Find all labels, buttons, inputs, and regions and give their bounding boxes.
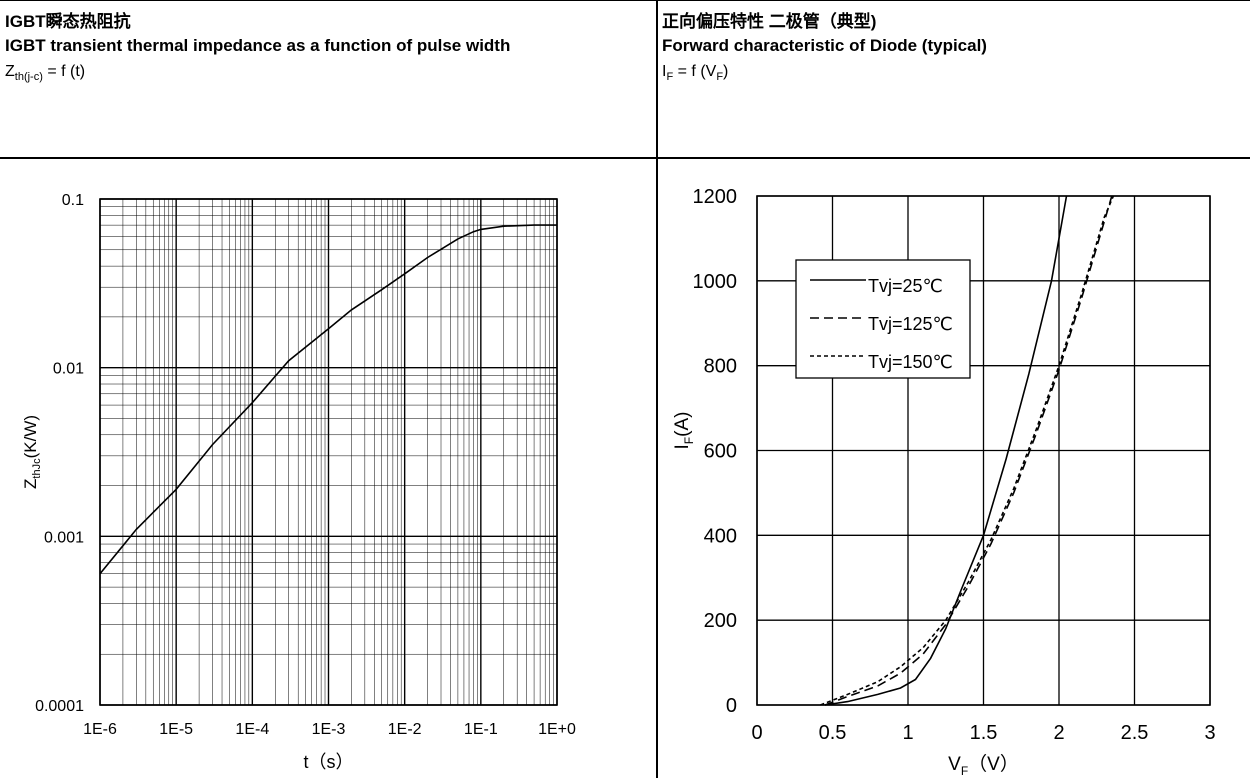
left-formula: Zth(j-c) = f (t): [5, 63, 85, 83]
legend-label: Tvj=25℃: [868, 276, 943, 296]
y-axis-label-main: Z: [21, 479, 40, 489]
series-curve: [824, 195, 1113, 706]
x-axis-label-part: （V）: [968, 753, 1019, 775]
y-axis-label-sub: thJc: [31, 458, 43, 479]
left-formula-lhs: Z: [5, 63, 15, 80]
x-tick-label: 2: [1053, 722, 1064, 744]
y-tick-label: 1200: [693, 186, 738, 208]
x-axis-label-part: F: [961, 764, 968, 778]
x-tick-label: 1: [902, 722, 913, 744]
legend-label: Tvj=125℃: [868, 314, 953, 334]
x-tick-label: 1.5: [970, 722, 998, 744]
right-panel-header: 正向偏压特性 二极管（典型) Forward characteristic of…: [657, 0, 1250, 158]
right-subtitle: Forward characteristic of Diode (typical…: [662, 36, 987, 55]
left-title: IGBT瞬态热阻抗: [5, 12, 131, 31]
x-tick-label: 1E-3: [312, 721, 346, 738]
y-axis-label: ZthJc(K/W): [21, 415, 43, 489]
y-tick-label: 400: [704, 525, 737, 547]
x-tick-label: 3: [1204, 722, 1215, 744]
y-axis-label-end: (K/W): [21, 415, 40, 458]
right-formula-sub2: F: [716, 71, 724, 84]
y-tick-label: 0.001: [44, 529, 84, 546]
y-tick-label: 600: [704, 441, 737, 463]
right-formula-mid: = f (V: [673, 63, 717, 80]
right-formula: IF = f (VF): [662, 63, 728, 83]
plot-frame: [756, 195, 1211, 706]
series-curve: [824, 195, 1068, 706]
panel-divider: [656, 0, 658, 778]
left-formula-sub: th(j-c): [14, 71, 43, 84]
x-tick-label: 2.5: [1121, 722, 1149, 744]
y-axis-label-part: I: [672, 444, 693, 449]
left-panel-header: IGBT瞬态热阻抗 IGBT transient thermal impedan…: [0, 0, 657, 158]
x-tick-label: 1E-6: [83, 721, 117, 738]
right-formula-sub: F: [666, 71, 674, 84]
y-tick-label: 0: [726, 695, 737, 717]
x-tick-label: 1E-4: [235, 721, 269, 738]
legend-label: Tvj=150℃: [868, 352, 953, 372]
y-axis-label-part: (A): [672, 412, 693, 437]
x-tick-label: 1E-2: [388, 721, 422, 738]
x-tick-label: 1E-1: [464, 721, 498, 738]
right-formula-end: ): [723, 63, 729, 80]
thermal-impedance-chart: 1E-6 1E-5 1E-4 1E-3 1E-2 1E-1 1E+0 0.0001 0.001 0…: [21, 192, 576, 772]
x-tick-label: 1E+0: [538, 721, 576, 738]
series-curve: [820, 195, 1115, 706]
y-axis-label-part: F: [682, 437, 696, 444]
left-formula-rhs: = f (t): [42, 63, 86, 80]
right-title: 正向偏压特性 二极管（典型): [662, 12, 877, 31]
header-divider: [0, 157, 1250, 159]
forward-characteristic-chart: 0 0.5 1 1.5 2 2.5 3 0 200 400 600 800 1000 1200 Tvj=25…: [672, 186, 1216, 778]
y-tick-label: 0.1: [62, 192, 84, 209]
x-tick-label: 0: [751, 722, 762, 744]
x-axis-label: t（s）: [303, 752, 353, 772]
y-tick-label: 0.0001: [35, 698, 84, 715]
plot-frame: [99, 198, 558, 706]
x-tick-label: 1E-5: [159, 721, 193, 738]
y-tick-label: 1000: [693, 271, 738, 293]
x-tick-label: 0.5: [819, 722, 847, 744]
y-tick-label: 800: [704, 356, 737, 378]
y-tick-label: 0.01: [53, 361, 84, 378]
legend: Tvj=25℃ Tvj=125℃ Tvj=150℃: [795, 259, 971, 379]
right-formula-lhs: I: [662, 63, 667, 80]
top-border: [0, 0, 1250, 1]
thermal-impedance-curve: [99, 224, 557, 575]
left-subtitle: IGBT transient thermal impedance as a fu…: [5, 36, 511, 55]
y-tick-label: 200: [704, 610, 737, 632]
x-axis-label-part: V: [948, 754, 961, 775]
y-axis-label: IF(A): [672, 412, 696, 450]
x-axis-label: VF（V）: [948, 753, 1019, 778]
